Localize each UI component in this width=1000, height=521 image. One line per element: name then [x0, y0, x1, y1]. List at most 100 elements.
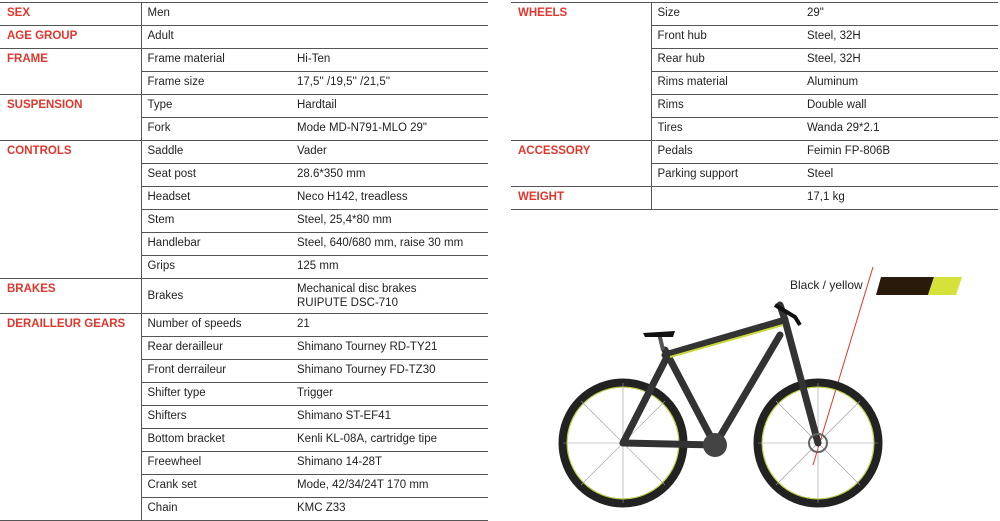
category-label: SUSPENSION: [0, 94, 142, 141]
spec-label: Frame size: [141, 71, 291, 95]
spec-value: Hardtail: [291, 94, 488, 118]
spec-value-text: Wanda 29*2.1: [807, 122, 880, 134]
spec-value-text: Kenli KL-08A, cartridge tipe: [297, 433, 437, 445]
spec-label: Grips: [141, 255, 291, 279]
spec-value-text: Feimin FP-806B: [807, 145, 891, 157]
spec-label: Handlebar: [141, 232, 291, 256]
spec-label: Tires: [651, 117, 801, 141]
spec-value: Double wall: [801, 94, 998, 118]
spec-row: Shifters Shimano ST-EF41: [0, 405, 488, 429]
spec-value-text: Steel, 32H: [807, 53, 861, 65]
spec-value: Mode MD-N791-MLO 29": [291, 117, 488, 141]
spec-value-text: 17,1 kg: [807, 191, 845, 203]
category-label: DERAILLEUR GEARS: [0, 313, 142, 521]
spec-value-text: 17,5'' /19,5'' /21,5'': [297, 76, 391, 88]
spec-label: Number of speeds: [141, 313, 291, 337]
spec-row: Rims material Aluminum: [511, 71, 998, 95]
spec-label: Type: [141, 94, 291, 118]
spec-value-text: Steel, 640/680 mm, raise 30 mm: [297, 237, 464, 249]
spec-value: KMC Z33: [291, 497, 488, 521]
spec-value: Aluminum: [801, 71, 998, 95]
spec-value: Shimano Tourney RD-TY21: [291, 336, 488, 360]
spec-row: Tires Wanda 29*2.1: [511, 117, 998, 141]
spec-value: Adult: [141, 25, 488, 49]
spec-label: Chain: [141, 497, 291, 521]
spec-row: WHEELS Size 29": [511, 2, 998, 141]
spec-value: 29": [801, 2, 998, 26]
spec-value-text: Shimano Tourney FD-TZ30: [297, 364, 436, 376]
spec-value: Neco H142, treadless: [291, 186, 488, 210]
spec-label: Rear hub: [651, 48, 801, 72]
spec-label: Seat post: [141, 163, 291, 187]
spec-label: Saddle: [141, 140, 291, 164]
spec-label: Size: [651, 2, 801, 26]
spec-label: Freewheel: [141, 451, 291, 475]
spec-row: Rear derailleur Shimano Tourney RD-TY21: [0, 336, 488, 360]
spec-label: Rims material: [651, 71, 801, 95]
category-label: WEIGHT: [511, 186, 652, 210]
category-label: WHEELS: [511, 2, 652, 141]
spec-value: Mode, 42/34/24T 170 mm: [291, 474, 488, 498]
spec-value: 125 mm: [291, 255, 488, 279]
spec-row: SUSPENSION Type Hardtail: [0, 94, 488, 141]
spec-table-left: SEX Men AGE GROUP Adult FRAME Frame material H…: [0, 2, 488, 521]
spec-value-text: 29": [807, 7, 824, 19]
spec-value-text: 21: [297, 318, 310, 330]
spec-label: Rear derailleur: [141, 336, 291, 360]
spec-row: Rims Double wall: [511, 94, 998, 118]
bike-image: [558, 266, 883, 508]
spec-row: Crank set Mode, 42/34/24T 170 mm: [0, 474, 488, 498]
spec-row: SEX Men: [0, 2, 488, 26]
spec-value: Mechanical disc brakes RUIPUTE DSC-710: [291, 278, 488, 314]
spec-row: Frame size 17,5'' /19,5'' /21,5'': [0, 71, 488, 95]
spec-label: Shifter type: [141, 382, 291, 406]
spec-value: Hi-Ten: [291, 48, 488, 72]
spec-value-text: Hardtail: [297, 99, 337, 111]
spec-value-text: Steel: [807, 168, 834, 180]
spec-value-text: Aluminum: [807, 76, 859, 88]
spec-value-text: Mode, 42/34/24T 170 mm: [297, 479, 429, 491]
spec-row: Front hub Steel, 32H: [511, 25, 998, 49]
spec-row: WEIGHT 17,1 kg: [511, 186, 998, 210]
spec-label: [651, 186, 801, 210]
spec-value-text: Double wall: [807, 99, 867, 111]
spec-row: Shifter type Trigger: [0, 382, 488, 406]
category-label: AGE GROUP: [0, 25, 142, 49]
spec-label: Front hub: [651, 25, 801, 49]
category-label: FRAME: [0, 48, 142, 95]
spec-value: Steel, 25,4*80 mm: [291, 209, 488, 233]
spec-row: Rear hub Steel, 32H: [511, 48, 998, 72]
spec-label: Parking support: [651, 163, 801, 187]
spec-row: DERAILLEUR GEARS Number of speeds 21: [0, 313, 488, 521]
spec-value-text: Steel, 25,4*80 mm: [297, 214, 392, 226]
spec-value: Men: [141, 2, 488, 26]
spec-value-text: Shimano ST-EF41: [297, 410, 391, 422]
spec-value: 21: [291, 313, 488, 337]
spec-row: Front derraileur Shimano Tourney FD-TZ30: [0, 359, 488, 383]
spec-value: Steel, 32H: [801, 48, 998, 72]
spec-value: Shimano ST-EF41: [291, 405, 488, 429]
spec-value-text: RUIPUTE DSC-710: [297, 297, 398, 309]
spec-label: Pedals: [651, 140, 801, 164]
spec-label: Shifters: [141, 405, 291, 429]
spec-value: Steel, 32H: [801, 25, 998, 49]
spec-label: Rims: [651, 94, 801, 118]
spec-value: Steel, 640/680 mm, raise 30 mm: [291, 232, 488, 256]
spec-value-text: KMC Z33: [297, 502, 346, 514]
spec-value: Shimano Tourney FD-TZ30: [291, 359, 488, 383]
category-label: BRAKES: [0, 278, 142, 314]
spec-value-text: 28.6*350 mm: [297, 168, 366, 180]
spec-row: FRAME Frame material Hi-Ten: [0, 48, 488, 95]
spec-value-text: 125 mm: [297, 260, 339, 272]
spec-label: Front derraileur: [141, 359, 291, 383]
spec-value: Trigger: [291, 382, 488, 406]
spec-label: Frame material: [141, 48, 291, 72]
spec-value-text: Shimano Tourney RD-TY21: [297, 341, 438, 353]
spec-label: Fork: [141, 117, 291, 141]
spec-value: Shimano 14-28T: [291, 451, 488, 475]
spec-row: BRAKES Brakes Mechanical disc brakes RUIPUT…: [0, 278, 488, 314]
category-label: ACCESSORY: [511, 140, 652, 187]
spec-value-text: Mode MD-N791-MLO 29": [297, 122, 427, 134]
spec-row: Stem Steel, 25,4*80 mm: [0, 209, 488, 233]
spec-row: CONTROLS Saddle Vader: [0, 140, 488, 279]
